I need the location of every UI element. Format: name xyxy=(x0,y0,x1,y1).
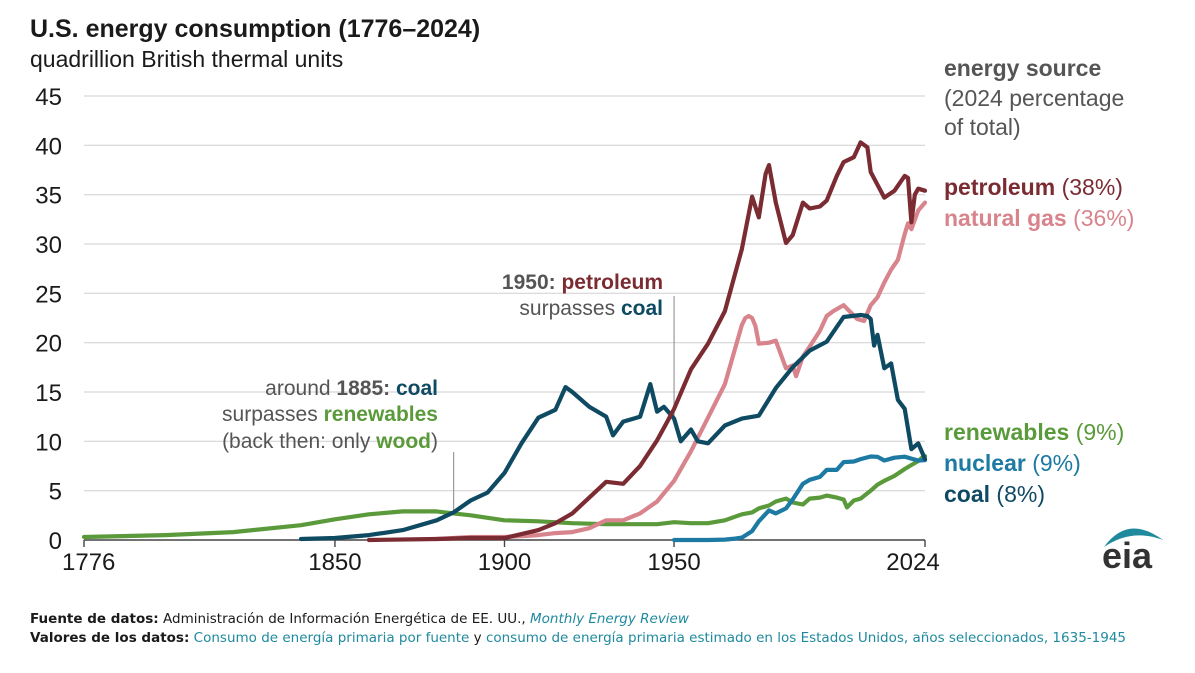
annotation-1885-wood: wood xyxy=(375,430,431,453)
annotation-1950-fuel: petroleum xyxy=(561,271,663,294)
annotation-1950-verb: surpasses xyxy=(519,297,615,320)
footer-source: Fuente de datos: Administración de Infor… xyxy=(30,610,1170,629)
chart-subtitle: quadrillion British thermal units xyxy=(30,46,343,72)
annotation-1885-line1: around 1885: coal xyxy=(265,377,438,400)
y-tick-label: 20 xyxy=(35,331,62,358)
y-tick-label: 5 xyxy=(49,479,62,506)
footer-source-text: Administración de Información Energética… xyxy=(163,611,526,627)
footer-values-label: Valores de los datos: xyxy=(30,630,190,646)
annotation-1885-line3: (back then: only wood) xyxy=(222,430,438,453)
y-axis-ticks: 0 5 10 15 20 25 30 35 40 45 xyxy=(35,84,62,555)
x-axis-ticks: 1776 1850 1900 1950 2024 xyxy=(62,540,940,576)
legend-subtitle-2: of total) xyxy=(944,114,1021,140)
y-tick-label: 10 xyxy=(35,429,62,456)
series-line-renewables xyxy=(81,454,928,540)
annotation-1950-line1: 1950: petroleum xyxy=(502,271,663,294)
y-tick-label: 0 xyxy=(49,528,62,555)
series-line-nuclear xyxy=(672,454,928,543)
legend-renewables-name: renewables xyxy=(944,419,1069,445)
gridlines xyxy=(84,95,925,541)
series-line-coal xyxy=(298,312,928,542)
legend-title: energy source xyxy=(944,55,1101,81)
legend-natural-gas-name: natural gas xyxy=(944,205,1067,231)
legend-natural-gas-pct: (36%) xyxy=(1073,205,1134,231)
legend-nuclear-name: nuclear xyxy=(944,450,1026,476)
legend-nuclear: nuclear (9%) xyxy=(944,450,1081,476)
footer: Fuente de datos: Administración de Infor… xyxy=(30,610,1170,648)
y-tick-label: 40 xyxy=(35,133,62,160)
eia-logo: eia xyxy=(1102,528,1163,576)
series-lines xyxy=(81,140,928,543)
annotation-1885-prefix: around xyxy=(265,377,330,400)
x-tick-label: 1850 xyxy=(308,549,361,576)
series-line-natural-gas xyxy=(434,200,928,542)
annotation-1885-line3-suffix: ) xyxy=(431,430,438,453)
legend-renewables-pct: (9%) xyxy=(1076,419,1125,445)
footer-values: Valores de los datos: Consumo de energía… xyxy=(30,629,1170,648)
y-tick-label: 25 xyxy=(35,281,62,308)
legend-coal-name: coal xyxy=(944,481,990,507)
y-tick-label: 35 xyxy=(35,183,62,210)
footer-values-link-2[interactable]: consumo de energía primaria estimado en … xyxy=(485,630,1127,646)
chart: U.S. energy consumption (1776–2024) quad… xyxy=(30,15,1163,576)
legend-petroleum-name: petroleum xyxy=(944,174,1055,200)
legend-petroleum-pct: (38%) xyxy=(1062,174,1123,200)
eia-logo-text: eia xyxy=(1102,535,1153,576)
x-tick-label: 1900 xyxy=(478,549,531,576)
annotation-1885-renewables: renewables xyxy=(324,403,438,426)
annotation-1885-line3-prefix: (back then: only xyxy=(222,430,371,453)
annotation-1885-coal: coal xyxy=(396,377,438,400)
legend-renewables: renewables (9%) xyxy=(944,419,1124,445)
legend-subtitle-1: (2024 percentage xyxy=(944,85,1124,111)
legend-nuclear-pct: (9%) xyxy=(1032,450,1081,476)
annotation-1885-verb: surpasses xyxy=(222,403,318,426)
x-tick-label: 1950 xyxy=(647,549,700,576)
legend-coal-pct: (8%) xyxy=(996,481,1045,507)
footer-source-label: Fuente de datos: xyxy=(30,611,159,627)
eia-logo-arc xyxy=(1104,528,1163,547)
footer-values-link-1[interactable]: Consumo de energía primaria por fuente xyxy=(193,630,470,646)
legend-natural-gas: natural gas (36%) xyxy=(944,205,1134,231)
annotation-1885-line2: surpasses renewables xyxy=(222,403,438,426)
y-tick-label: 15 xyxy=(35,380,62,407)
x-tick-label: 1776 xyxy=(62,549,115,576)
chart-title: U.S. energy consumption (1776–2024) xyxy=(30,15,480,43)
footer-values-join: y xyxy=(473,630,482,646)
x-tick-label: 2024 xyxy=(886,549,939,576)
annotation-1950-coal: coal xyxy=(621,297,663,320)
annotation-1950-year: 1950: xyxy=(502,271,556,294)
legend-coal: coal (8%) xyxy=(944,481,1045,507)
annotation-1885-year: 1885: xyxy=(336,377,390,400)
footer-source-link[interactable]: Monthly Energy Review xyxy=(530,611,689,627)
annotation-1950-line2: surpasses coal xyxy=(519,297,663,320)
legend-petroleum: petroleum (38%) xyxy=(944,174,1123,200)
y-tick-label: 30 xyxy=(35,232,62,259)
y-tick-label: 45 xyxy=(35,84,62,111)
series-line-petroleum xyxy=(366,140,928,543)
